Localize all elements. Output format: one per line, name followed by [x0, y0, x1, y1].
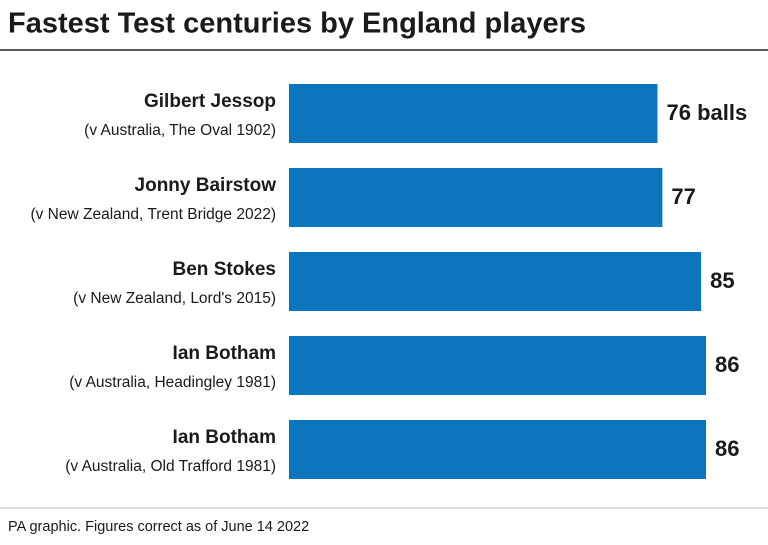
category-label: Ben Stokes [173, 259, 276, 280]
chart-title: Fastest Test centuries by England player… [8, 8, 586, 40]
bar [289, 252, 702, 311]
value-label: 77 [671, 184, 695, 209]
bar [289, 168, 663, 227]
category-subtitle: (v Australia, Old Trafford 1981) [65, 458, 276, 475]
bar [289, 336, 706, 395]
value-label: 85 [710, 268, 734, 293]
category-label: Jonny Bairstow [135, 175, 277, 196]
category-label: Ian Botham [173, 427, 276, 448]
category-subtitle: (v Australia, Headingley 1981) [69, 374, 276, 391]
value-label: 86 [715, 352, 739, 377]
bar [289, 420, 706, 479]
category-subtitle: (v New Zealand, Trent Bridge 2022) [30, 206, 276, 223]
category-subtitle: (v New Zealand, Lord's 2015) [73, 290, 276, 307]
category-label: Gilbert Jessop [144, 91, 276, 112]
value-label: 86 [715, 436, 739, 461]
footnote: PA graphic. Figures correct as of June 1… [8, 519, 309, 535]
category-subtitle: (v Australia, The Oval 1902) [84, 122, 276, 139]
category-label: Ian Botham [173, 343, 276, 364]
bar [289, 84, 658, 143]
value-label: 76 balls [667, 100, 748, 125]
